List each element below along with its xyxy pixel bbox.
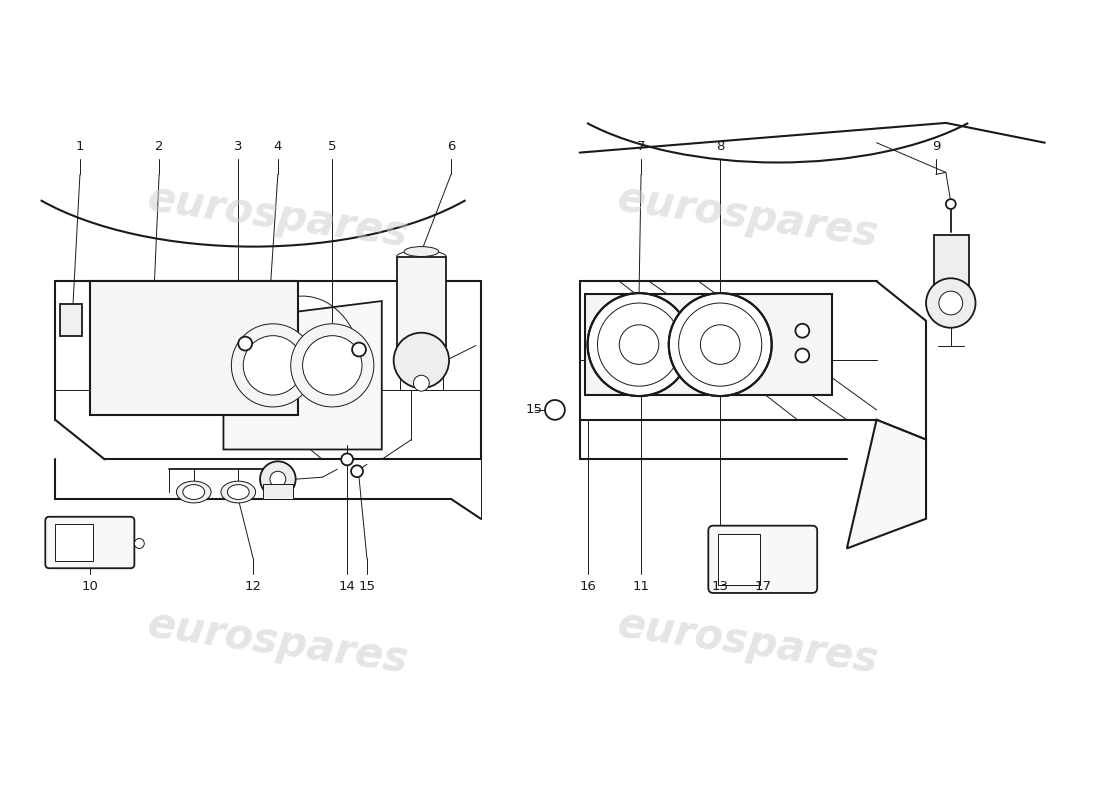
Text: 12: 12 <box>244 580 262 593</box>
Bar <box>60 304 81 336</box>
Text: 10: 10 <box>81 580 98 593</box>
Text: 9: 9 <box>932 140 940 153</box>
Circle shape <box>302 336 362 395</box>
Bar <box>263 484 293 499</box>
Text: 15: 15 <box>525 403 542 416</box>
Bar <box>397 257 447 346</box>
Ellipse shape <box>221 481 255 503</box>
Circle shape <box>231 324 315 407</box>
Circle shape <box>352 342 366 357</box>
Circle shape <box>92 289 216 412</box>
Circle shape <box>341 454 353 466</box>
Text: 4: 4 <box>274 140 282 153</box>
Circle shape <box>597 303 681 386</box>
Circle shape <box>939 291 962 315</box>
Bar <box>584 294 832 395</box>
Text: eurospares: eurospares <box>145 603 411 682</box>
Bar <box>718 534 760 585</box>
Circle shape <box>351 466 363 477</box>
Ellipse shape <box>404 246 439 257</box>
Text: 7: 7 <box>637 140 646 153</box>
Text: 17: 17 <box>755 580 771 593</box>
Circle shape <box>270 471 286 487</box>
Bar <box>934 234 969 286</box>
Circle shape <box>795 349 810 362</box>
Circle shape <box>669 293 772 396</box>
Circle shape <box>926 278 976 328</box>
Circle shape <box>243 336 302 395</box>
Circle shape <box>134 538 144 549</box>
Circle shape <box>795 324 810 338</box>
Polygon shape <box>847 420 926 549</box>
Circle shape <box>946 199 956 209</box>
Circle shape <box>679 303 762 386</box>
Text: 11: 11 <box>632 580 649 593</box>
Bar <box>55 524 92 562</box>
Text: 5: 5 <box>328 140 337 153</box>
Circle shape <box>414 375 429 391</box>
Bar <box>90 282 298 415</box>
Circle shape <box>219 330 258 370</box>
Text: 15: 15 <box>359 580 375 593</box>
Text: 8: 8 <box>716 140 725 153</box>
Text: eurospares: eurospares <box>145 178 411 256</box>
Circle shape <box>394 333 449 388</box>
Circle shape <box>619 325 659 364</box>
Text: 13: 13 <box>712 580 728 593</box>
Polygon shape <box>223 301 382 450</box>
Text: 2: 2 <box>155 140 164 153</box>
Ellipse shape <box>176 481 211 503</box>
Ellipse shape <box>228 485 250 499</box>
Circle shape <box>104 301 204 400</box>
Text: eurospares: eurospares <box>615 178 881 256</box>
Circle shape <box>134 330 174 370</box>
Circle shape <box>239 337 252 350</box>
Text: eurospares: eurospares <box>615 603 881 682</box>
FancyBboxPatch shape <box>45 517 134 568</box>
Circle shape <box>701 325 740 364</box>
Text: 6: 6 <box>447 140 455 153</box>
Text: 3: 3 <box>234 140 242 153</box>
Circle shape <box>587 293 691 396</box>
FancyBboxPatch shape <box>708 526 817 593</box>
Text: 16: 16 <box>580 580 596 593</box>
Ellipse shape <box>183 485 205 499</box>
Circle shape <box>189 301 288 400</box>
Circle shape <box>260 462 296 497</box>
Circle shape <box>546 400 564 420</box>
Circle shape <box>290 324 374 407</box>
Text: 14: 14 <box>339 580 355 593</box>
Text: 1: 1 <box>76 140 85 153</box>
Circle shape <box>177 289 299 412</box>
